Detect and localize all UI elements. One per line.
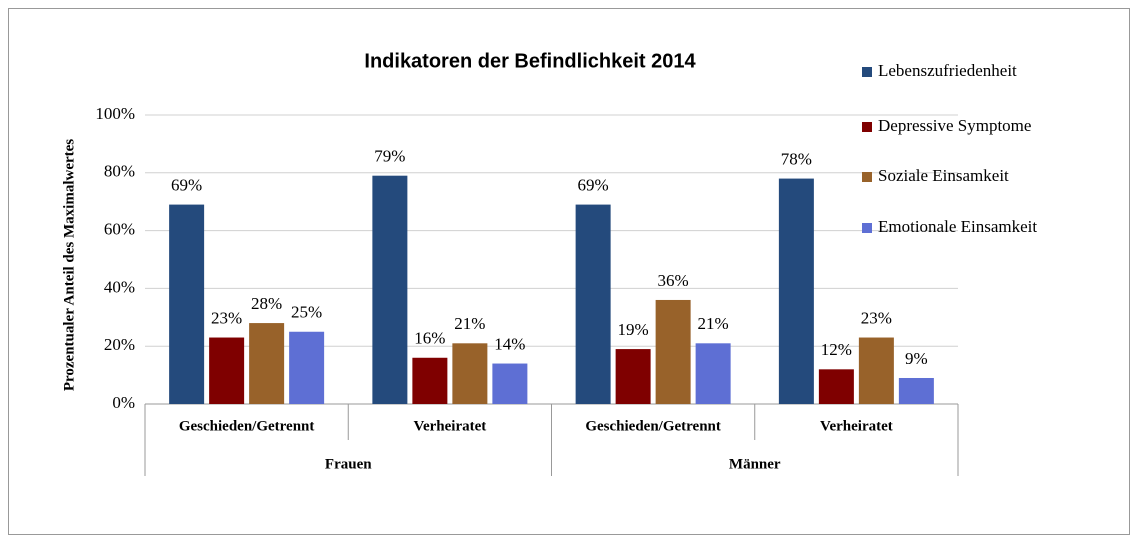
legend-label: Lebenszufriedenheit [878,61,1017,80]
data-label: 21% [454,314,485,333]
data-label: 23% [211,308,242,327]
frame [8,8,1130,535]
bar [898,377,934,404]
data-label: 69% [578,175,609,194]
bar [818,369,854,404]
data-label: 69% [171,175,202,194]
group-label: Frauen [325,456,372,472]
bar [412,357,448,404]
data-label: 28% [251,294,282,313]
legend-label: Soziale Einsamkeit [878,166,1009,185]
data-label: 78% [781,149,812,168]
legend-label: Emotionale Einsamkeit [878,217,1037,236]
y-tick-label: 40% [104,277,135,296]
bar [452,343,488,404]
y-tick-label: 0% [112,393,135,412]
bar [655,299,691,404]
x-tick-label: Verheiratet [414,418,487,434]
legend-label: Depressive Symptome [878,116,1031,135]
bar [289,331,325,404]
y-tick-label: 80% [104,162,135,181]
bar [169,204,205,404]
data-label: 16% [414,329,445,348]
data-label: 79% [374,147,405,166]
y-tick-label: 20% [104,335,135,354]
bar [249,323,285,404]
group-label: Männer [729,456,781,472]
data-label: 14% [494,334,525,353]
bar [615,349,651,404]
bar [778,178,814,404]
bar [695,343,731,404]
legend-swatch [862,223,872,233]
chart-title: Indikatoren der Befindlichkeit 2014 [364,50,696,72]
bar [575,204,611,404]
bar [209,337,245,404]
legend-swatch [862,122,872,132]
data-label: 25% [291,303,322,322]
x-tick-label: Verheiratet [820,418,893,434]
y-axis-label: Prozentualer Anteil des Maximalwertes [61,139,77,391]
y-tick-label: 100% [95,104,135,123]
x-tick-label: Geschieden/Getrennt [179,418,315,434]
data-label: 9% [905,349,928,368]
bar [858,337,894,404]
bar [492,363,528,404]
legend-swatch [862,67,872,77]
y-tick-label: 60% [104,220,135,239]
data-label: 19% [618,320,649,339]
data-label: 12% [821,340,852,359]
data-label: 36% [658,271,689,290]
data-label: 23% [861,308,892,327]
bar [372,175,408,404]
data-label: 21% [698,314,729,333]
legend-swatch [862,172,872,182]
x-tick-label: Geschieden/Getrennt [585,418,721,434]
